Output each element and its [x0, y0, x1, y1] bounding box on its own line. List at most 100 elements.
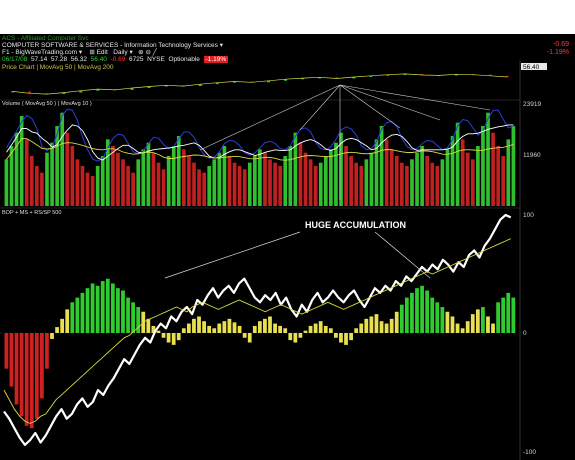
- top-margin: [0, 0, 575, 34]
- draw-line-icon[interactable]: ╱: [152, 49, 157, 56]
- volume-bar: [323, 156, 328, 206]
- volume-bar: [293, 132, 298, 206]
- period-chevron-icon[interactable]: ▾: [129, 49, 133, 56]
- indicator-bar: [90, 283, 95, 333]
- quote-volume: 6725: [129, 56, 144, 63]
- price-candle: [232, 81, 236, 83]
- indicator-bar: [440, 307, 445, 333]
- menu-f1[interactable]: F1 - BigWaveTrading.com: [2, 49, 78, 56]
- volume-bar: [237, 166, 242, 206]
- volume-bar: [465, 152, 470, 206]
- indicator-bar: [415, 288, 419, 333]
- indicator-bar: [212, 328, 217, 333]
- volume-bar: [60, 112, 65, 206]
- edit-icon[interactable]: ⊞: [89, 49, 95, 56]
- indicator-bar: [501, 297, 506, 333]
- indicator-bar: [217, 323, 222, 333]
- indicator-bar: [151, 325, 156, 333]
- volume-bar: [486, 112, 490, 206]
- annotation-lines: [199, 84, 491, 200]
- indicator-bar: [425, 290, 430, 333]
- indicator-bar: [207, 325, 212, 333]
- indicator-bar: [313, 323, 318, 333]
- sector-label[interactable]: COMPUTER SOFTWARE & SERVICES - Informati…: [2, 42, 218, 49]
- indicator-bar: [470, 314, 475, 333]
- volume-bar: [420, 146, 424, 206]
- indicator-bar: [136, 307, 141, 333]
- indicator-bar: [24, 333, 29, 426]
- volume-bar: [506, 139, 511, 206]
- menu-f1-chevron-icon[interactable]: ▾: [78, 49, 83, 56]
- price-candle: [403, 73, 407, 75]
- indicator-bar: [339, 333, 343, 343]
- indicator-bar: [247, 333, 252, 343]
- menu-edit[interactable]: Edit: [96, 49, 108, 56]
- volume-bar: [247, 162, 252, 206]
- menu-period[interactable]: Daily: [113, 49, 128, 56]
- volume-bar: [364, 159, 369, 206]
- volume-bar: [318, 162, 323, 206]
- volume-bar: [384, 139, 389, 206]
- indicator-bar: [19, 333, 24, 417]
- indicator-bar: [126, 297, 130, 333]
- volume-bar: [445, 149, 450, 206]
- volume-bar: [491, 132, 495, 206]
- volume-bar: [9, 146, 14, 206]
- volume-bar: [329, 149, 333, 206]
- indicator-bar: [192, 318, 196, 333]
- zoom-out-icon[interactable]: ⊖: [145, 49, 151, 56]
- indicator-bar: [4, 333, 9, 369]
- indicator-bar: [460, 328, 465, 333]
- indicator-bar: [374, 314, 379, 333]
- indicator-bar: [55, 327, 59, 333]
- price-candle: [164, 85, 168, 87]
- volume-bar: [425, 156, 430, 206]
- indicator-bar: [263, 318, 267, 333]
- zoom-in-icon[interactable]: ⊕: [138, 49, 144, 56]
- indicator-tick-100: 100: [523, 212, 534, 219]
- symbol-label: ACS: [2, 35, 16, 42]
- volume-bar: [344, 146, 348, 206]
- indicator-bar: [298, 333, 303, 338]
- sector-line: COMPUTER SOFTWARE & SERVICES - Informati…: [2, 42, 223, 49]
- indicator-bar: [181, 328, 186, 333]
- volume-bar: [90, 176, 95, 206]
- price-candle: [505, 75, 509, 77]
- volume-bar: [359, 166, 364, 206]
- quote-close: 56.40: [90, 56, 107, 63]
- indicator-bar: [399, 304, 404, 333]
- sector-dropdown-icon[interactable]: ▾: [219, 42, 223, 49]
- indicator-bar: [65, 309, 70, 333]
- volume-bar: [80, 166, 85, 206]
- indicator-bar: [389, 318, 394, 333]
- price-candle: [420, 73, 424, 76]
- price-candle: [147, 86, 151, 88]
- indicator-bar: [410, 292, 414, 333]
- indicator-bar: [75, 297, 80, 333]
- indicator-bar: [85, 288, 90, 333]
- volume-bar: [232, 162, 237, 206]
- indicator-bar: [349, 333, 353, 341]
- last-price-label: 56.40: [523, 64, 540, 71]
- volume-bar: [273, 162, 277, 206]
- volume-bar: [116, 152, 120, 206]
- volume-bar: [496, 146, 500, 206]
- price-candle: [352, 76, 356, 79]
- volume-tick-high: 23919: [523, 101, 541, 108]
- indicator-bar: [146, 318, 151, 333]
- quote-change: -0.69: [110, 56, 126, 63]
- indicator-bar: [197, 316, 201, 333]
- volume-bar: [349, 156, 353, 206]
- indicator-bar: [318, 321, 323, 333]
- volume-bar: [29, 156, 34, 206]
- indicator-bar: [34, 333, 39, 419]
- price-candle: [198, 84, 202, 87]
- volume-bar: [339, 132, 343, 206]
- indicator-bar: [420, 285, 424, 333]
- indicator-bar: [506, 292, 511, 333]
- indicator-bar: [166, 333, 171, 343]
- volume-bar: [415, 152, 419, 206]
- indicator-bar: [481, 307, 485, 333]
- volume-bar: [394, 156, 399, 206]
